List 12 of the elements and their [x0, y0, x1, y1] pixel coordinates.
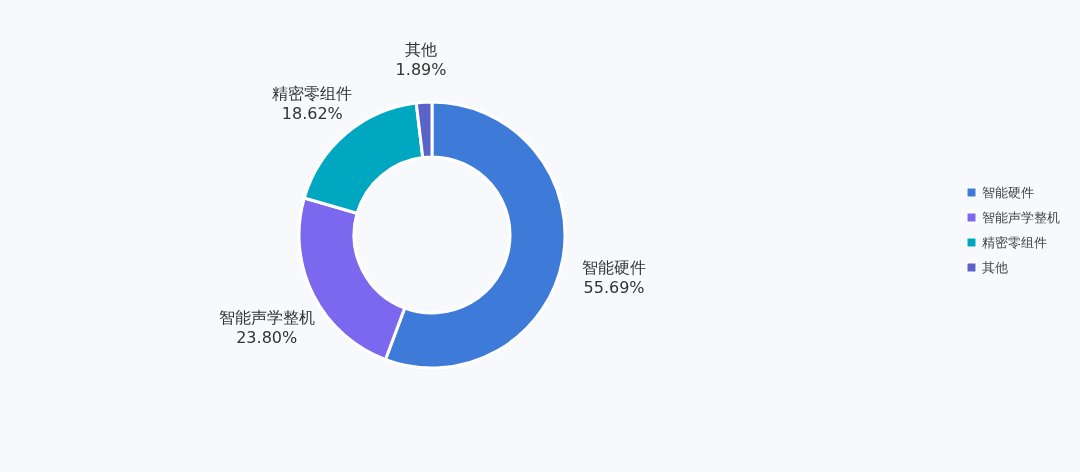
legend-label: 智能硬件 — [982, 184, 1034, 200]
data-label: 18.62% — [281, 103, 343, 123]
legend-label: 其他 — [982, 259, 1008, 275]
legend-label: 精密零组件 — [982, 234, 1047, 250]
data-label: 55.69% — [583, 277, 645, 297]
slice-label: 智能声学整机 — [218, 308, 315, 328]
data-label: 23.80% — [236, 328, 298, 348]
data-label: 1.89% — [395, 60, 447, 80]
slice-label: 其他 — [405, 40, 438, 60]
legend-label: 智能声学整机 — [982, 209, 1060, 225]
slice-label: 智能硬件 — [582, 257, 647, 277]
slice-label: 精密零组件 — [272, 83, 353, 103]
